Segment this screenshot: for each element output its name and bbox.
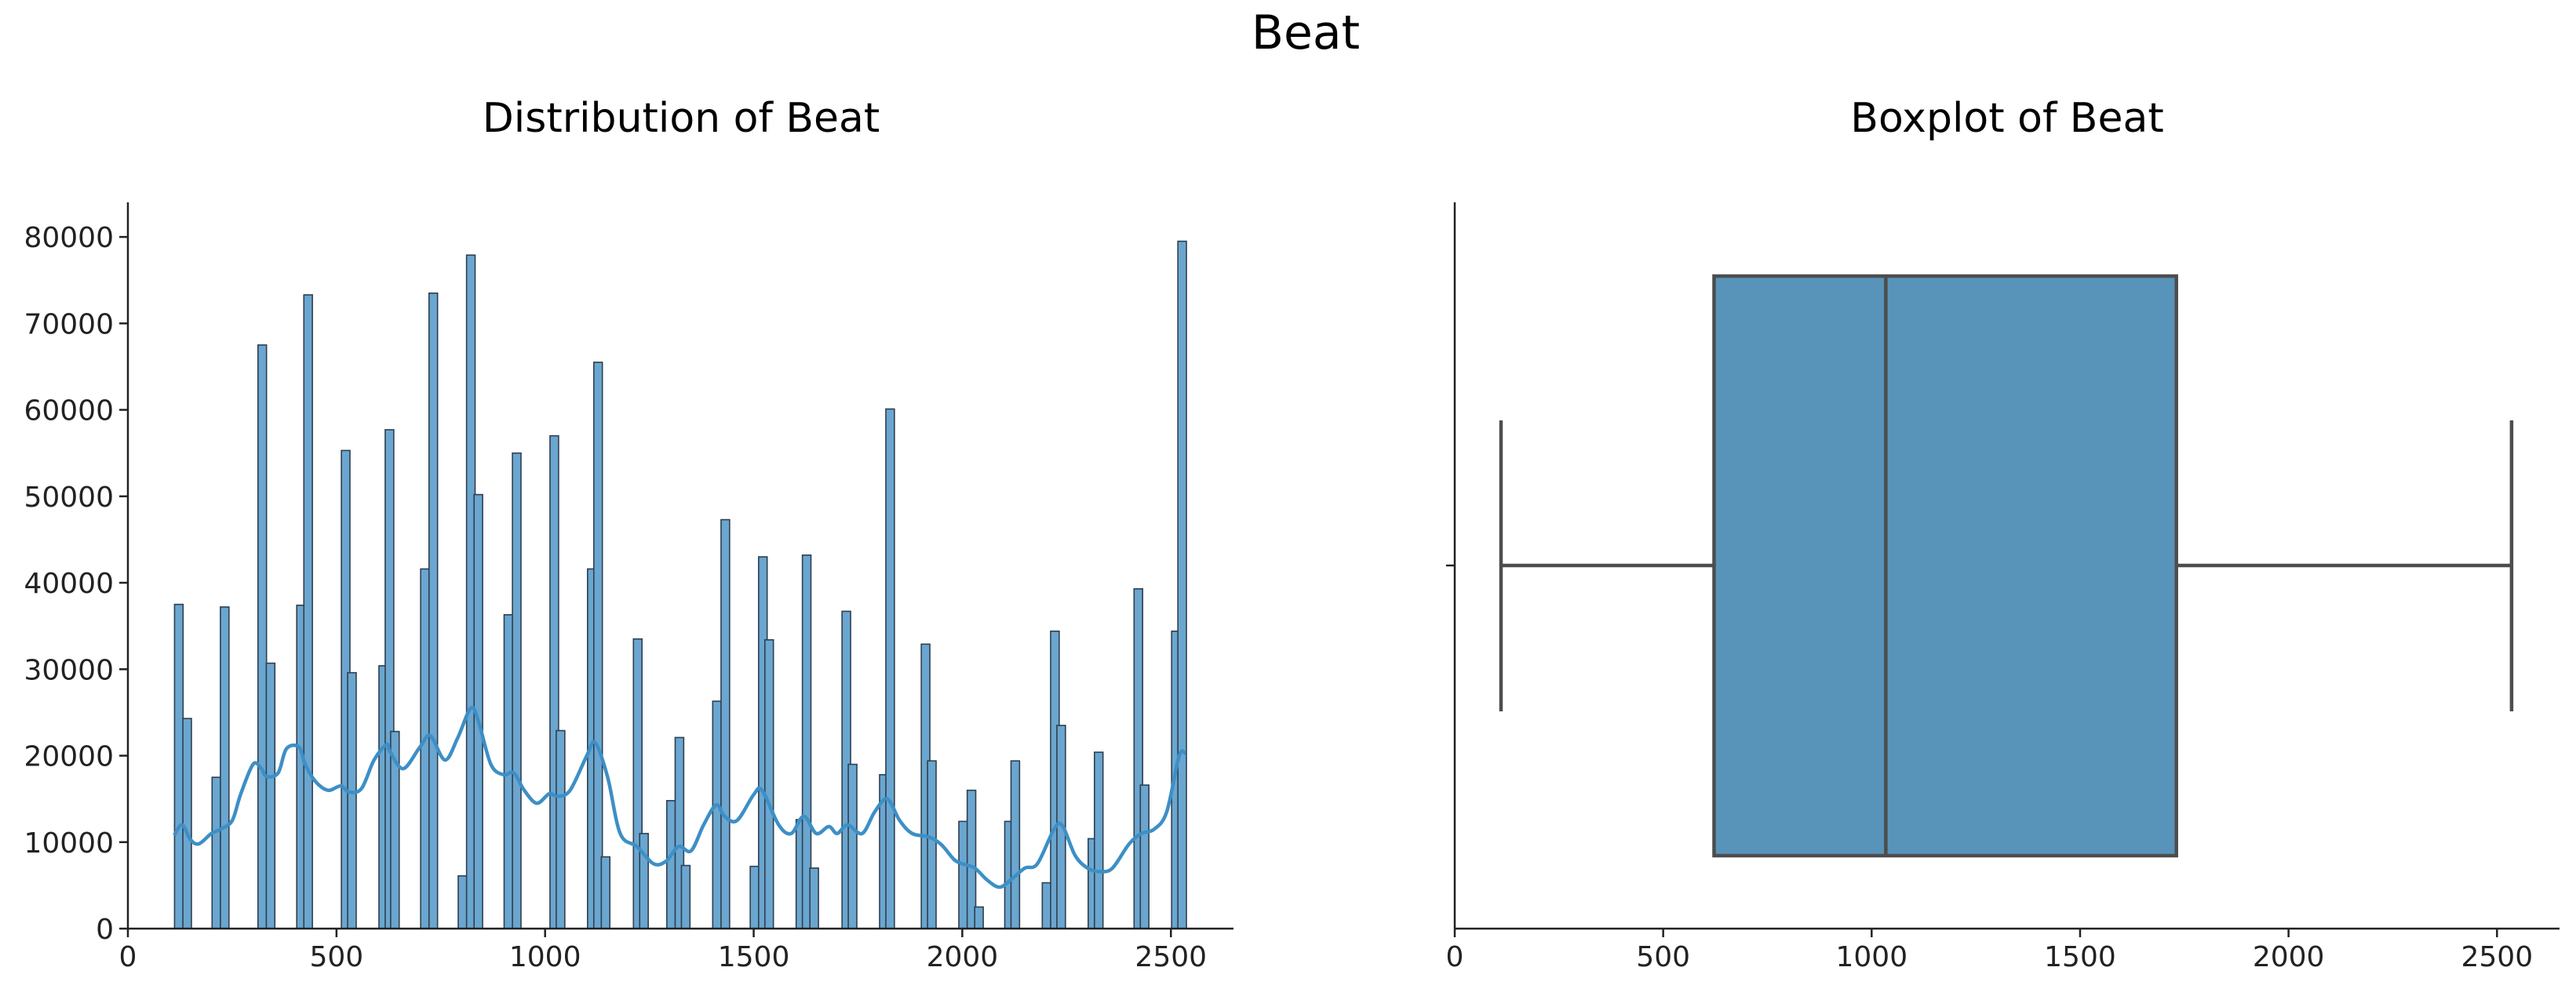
histogram-bar [173, 603, 184, 929]
y-tick-label: 20000 [24, 741, 114, 773]
x-tick-label: 500 [309, 941, 363, 973]
boxplot-panel: Boxplot of Beat 0 500 1000 1500 2000 2500 [1446, 95, 2560, 973]
y-tick-label: 30000 [24, 654, 114, 686]
y-tick-label: 60000 [24, 395, 114, 427]
y-tick-label: 10000 [24, 827, 114, 860]
histogram-bar [712, 700, 723, 929]
histogram-x-ticks: 0 500 1000 1500 2000 2500 [119, 929, 1207, 973]
histogram-bar [680, 864, 691, 929]
figure-title: Beat [1252, 5, 1360, 60]
x-tick-label: 2000 [2253, 941, 2325, 973]
x-tick-label: 1000 [509, 941, 581, 973]
histogram-bar [666, 800, 676, 929]
histogram-bar [556, 729, 566, 929]
histogram-bar [958, 820, 968, 929]
x-tick-label: 2500 [2461, 941, 2533, 973]
x-tick-label: 2500 [1135, 941, 1207, 973]
boxplot-x-ticks: 0 500 1000 1500 2000 2500 [1446, 929, 2533, 973]
x-tick-label: 0 [119, 941, 137, 973]
histogram-bar [592, 362, 603, 929]
histogram-bar [720, 518, 731, 929]
histogram-bar [1177, 240, 1187, 929]
histogram-bar [749, 865, 760, 929]
histogram-bar [763, 638, 774, 929]
y-tick-label: 50000 [24, 482, 114, 514]
histogram-bar [303, 294, 313, 929]
histogram-panel: Distribution of Beat 0 500 1000 1500 2000 250… [24, 95, 1233, 973]
histogram-bar [220, 606, 230, 929]
histogram-bar [420, 568, 430, 929]
histogram-bar [347, 671, 357, 929]
y-tick-label: 70000 [24, 308, 114, 340]
histogram-bar [512, 452, 522, 929]
histogram-bar [927, 760, 937, 929]
histogram-bars [173, 240, 1187, 929]
histogram-title: Distribution of Beat [483, 95, 880, 142]
histogram-bar [1139, 784, 1150, 929]
histogram-bar [211, 776, 221, 929]
histogram-bar [457, 874, 468, 929]
y-tick-label: 80000 [24, 222, 114, 254]
histogram-bar [885, 408, 895, 929]
histogram-bar [182, 718, 192, 929]
x-tick-label: 500 [1636, 941, 1690, 973]
histogram-bar [639, 832, 649, 929]
histogram-y-ticks: 0 10000 20000 30000 40000 50000 60000 70000 8000… [24, 222, 128, 946]
histogram-bar [257, 344, 268, 929]
kde-line [173, 705, 1188, 889]
boxplot-title: Boxplot of Beat [1850, 95, 2163, 142]
x-tick-label: 1500 [2044, 941, 2116, 973]
histogram-bar [847, 763, 858, 929]
histogram-bar [809, 867, 819, 929]
y-tick-label: 40000 [24, 568, 114, 600]
boxplot-box [1712, 274, 2178, 858]
histogram-bar [600, 856, 611, 929]
histogram-bar [1010, 760, 1021, 929]
x-tick-label: 1500 [718, 941, 790, 973]
histogram-bar [428, 292, 439, 929]
histogram-bar [265, 662, 276, 929]
x-tick-label: 1000 [1836, 941, 1908, 973]
x-tick-label: 0 [1446, 941, 1464, 973]
histogram-bar [1094, 751, 1104, 929]
x-tick-label: 2000 [927, 941, 999, 973]
y-tick-label: 0 [96, 914, 114, 946]
histogram-bar [974, 906, 984, 929]
histogram-bar [1041, 882, 1052, 929]
